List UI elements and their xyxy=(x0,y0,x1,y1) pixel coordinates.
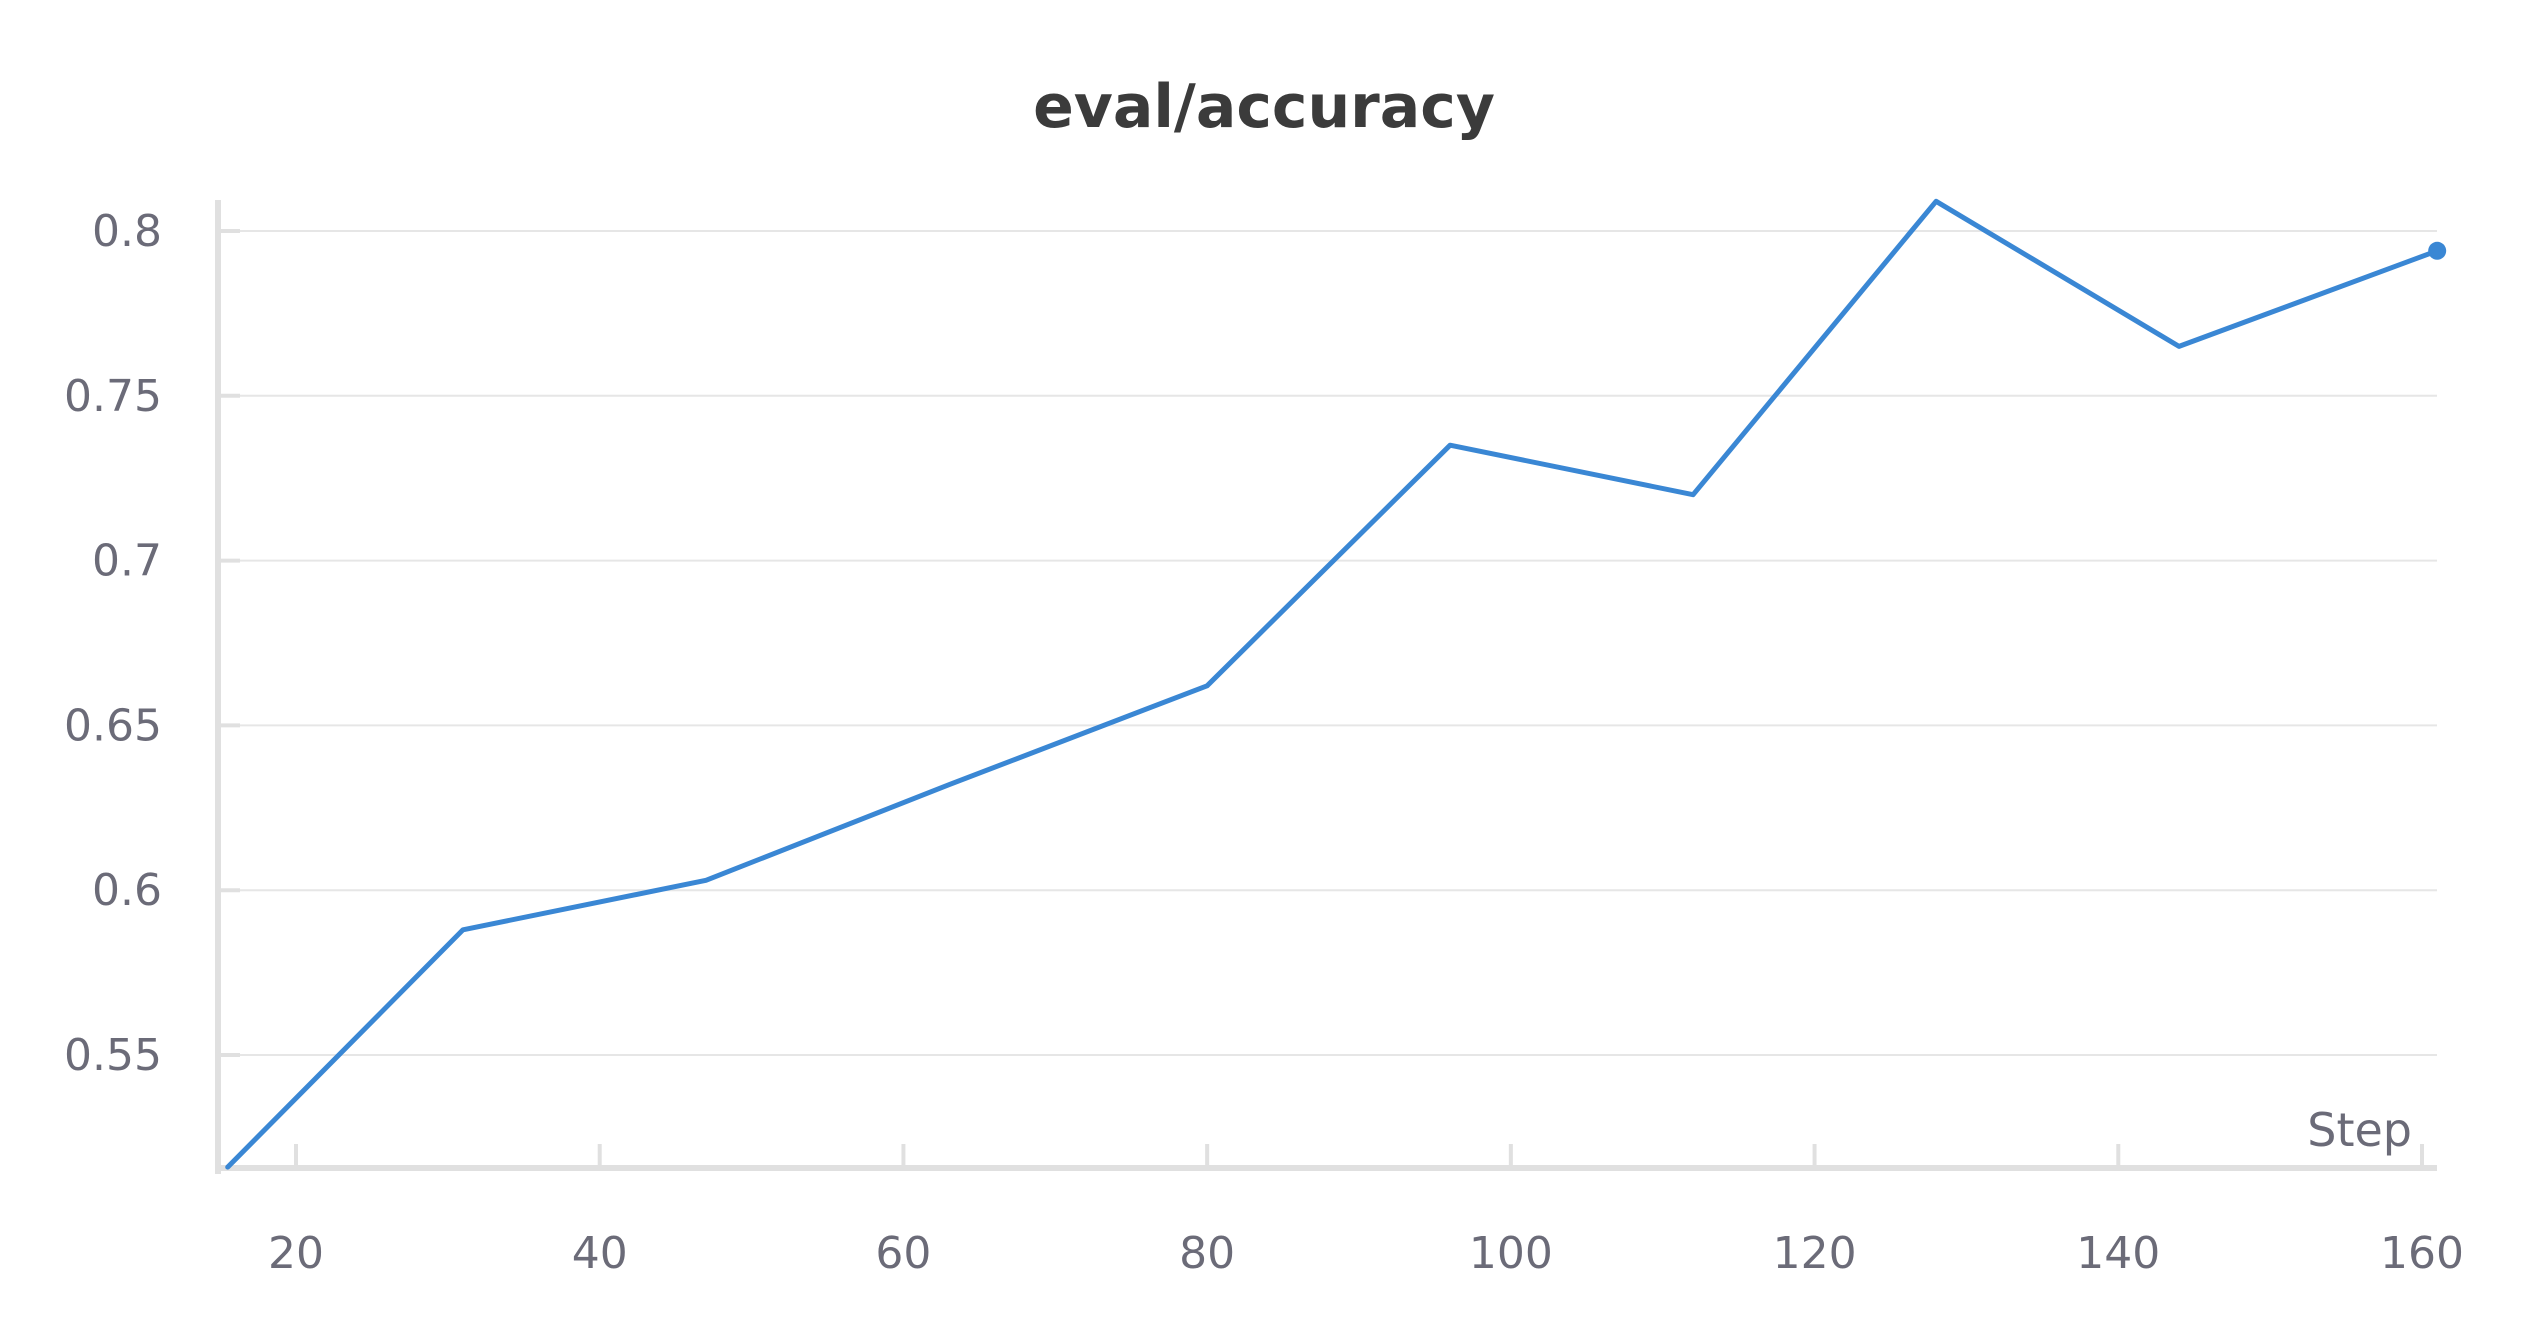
chart-title: eval/accuracy xyxy=(1033,72,1495,142)
x-axis-label: Step xyxy=(2307,1103,2412,1157)
x-tick-label: 40 xyxy=(572,1228,628,1279)
x-tick-label: 140 xyxy=(2076,1228,2160,1279)
x-tick-label: 20 xyxy=(268,1228,324,1279)
y-tick-label: 0.75 xyxy=(64,371,162,422)
x-tick-label: 60 xyxy=(875,1228,931,1279)
y-tick-label: 0.7 xyxy=(92,536,162,587)
series-line xyxy=(225,198,2440,1170)
series-end-point xyxy=(2428,241,2447,260)
y-tick-label: 0.55 xyxy=(64,1030,162,1081)
x-tick-label: 120 xyxy=(1773,1228,1857,1279)
y-tick-label: 0.65 xyxy=(64,700,162,751)
x-tick-label: 80 xyxy=(1179,1228,1235,1279)
x-tick-label: 160 xyxy=(2380,1228,2464,1279)
y-tick-label: 0.8 xyxy=(92,206,162,257)
x-tick-label: 100 xyxy=(1469,1228,1553,1279)
y-tick-label: 0.6 xyxy=(92,865,162,916)
